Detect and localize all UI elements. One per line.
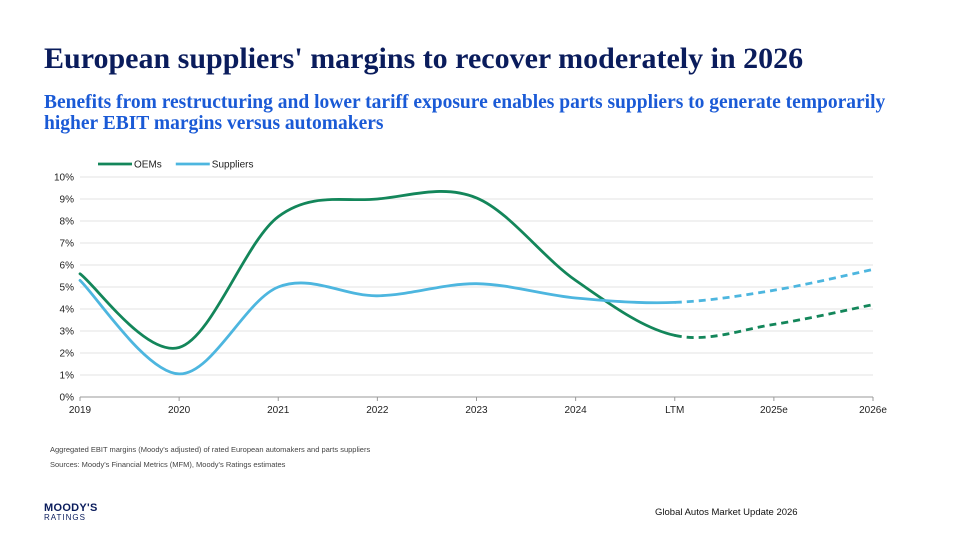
y-tick-label: 2% (60, 349, 75, 360)
data-point-oems (475, 196, 479, 200)
logo-wordmark: MOODY'S (44, 502, 98, 514)
data-point-oems (375, 197, 379, 201)
data-point-oems (78, 272, 82, 276)
x-tick-label: 2022 (366, 405, 389, 416)
data-point-suppliers (276, 285, 280, 289)
data-point-oems (871, 303, 875, 307)
x-tick-label: LTM (665, 405, 684, 416)
data-point-suppliers (78, 278, 82, 282)
series-forecast-line-oems (674, 303, 874, 339)
legend-label-suppliers: Suppliers (212, 160, 254, 171)
data-point-suppliers (673, 300, 677, 304)
series-line-oems (78, 190, 677, 350)
x-tick-label: 2024 (565, 405, 588, 416)
y-tick-label: 0% (60, 393, 75, 404)
y-tick-label: 4% (60, 305, 75, 316)
data-point-suppliers (574, 296, 578, 300)
y-tick-label: 8% (60, 217, 75, 228)
series-line-suppliers (78, 279, 677, 376)
y-tick-label: 1% (60, 371, 75, 382)
data-point-suppliers (772, 288, 776, 292)
y-tick-label: 7% (60, 239, 75, 250)
y-tick-label: 10% (54, 173, 74, 184)
y-tick-label: 5% (60, 283, 75, 294)
series-forecast-line-suppliers (674, 268, 874, 304)
y-tick-label: 6% (60, 261, 75, 272)
data-point-oems (177, 346, 181, 350)
y-tick-label: 3% (60, 327, 75, 338)
logo-subtext: RATINGS (44, 513, 86, 522)
data-point-suppliers (177, 372, 181, 376)
data-point-oems (772, 322, 776, 326)
y-tick-label: 9% (60, 195, 75, 206)
data-point-oems (574, 278, 578, 282)
x-tick-label: 2025e (760, 405, 788, 416)
data-point-oems (673, 333, 677, 337)
data-point-suppliers (871, 267, 875, 271)
x-tick-label: 2019 (69, 405, 92, 416)
footer-report-name: Global Autos Market Update 2026 (655, 507, 798, 518)
x-tick-label: 2023 (465, 405, 488, 416)
x-tick-label: 2026e (859, 405, 887, 416)
moodys-logo: MOODY'S RATINGS (44, 503, 98, 523)
page-subtitle: Benefits from restructuring and lower ta… (44, 92, 886, 134)
x-tick-label: 2021 (267, 405, 290, 416)
chart-footnote: Aggregated EBIT margins (Moody's adjuste… (50, 445, 371, 454)
data-point-oems (276, 215, 280, 219)
chart-sources: Sources: Moody's Financial Metrics (MFM)… (50, 460, 286, 469)
data-point-suppliers (475, 282, 479, 286)
data-point-suppliers (375, 294, 379, 298)
page-title: European suppliers' margins to recover m… (44, 42, 804, 75)
x-tick-label: 2020 (168, 405, 191, 416)
legend-label-oems: OEMs (134, 160, 162, 171)
